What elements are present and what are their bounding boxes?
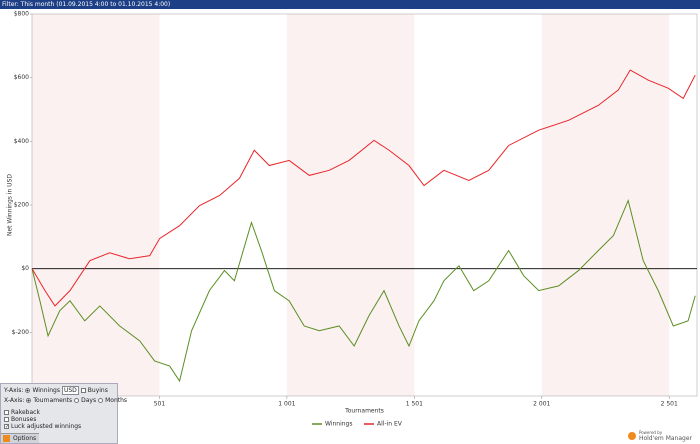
checkbox[interactable]	[80, 388, 86, 393]
rakeback-row: Rakeback	[4, 409, 40, 416]
y-tick-label: $400	[14, 138, 29, 145]
bonuses-row: Bonuses	[4, 416, 36, 423]
band	[32, 14, 160, 396]
filter-bar: Filter: This month (01.09.2015 4:00 to 0…	[0, 0, 700, 9]
powered: Powered by	[638, 430, 663, 435]
y-tick-label: $200	[14, 202, 29, 209]
radio[interactable]	[74, 398, 80, 403]
y-axis-label: Net Winnings in USD	[7, 174, 14, 236]
label: Luck adjusted winnings	[11, 423, 82, 430]
options-button[interactable]: Options	[1, 433, 40, 443]
label: Y-Axis:	[4, 387, 24, 394]
checkbox[interactable]	[4, 417, 9, 422]
product: Hold'em Manager	[638, 435, 692, 442]
label: X-Axis:	[4, 397, 25, 404]
label: Bonuses	[11, 416, 37, 423]
chart: $-200 $0 $200 $400 $600 $800 501 1 001 1 501 2 00…	[7, 11, 698, 428]
label: Tournaments	[33, 397, 73, 404]
luck-row: ✓ Luck adjusted winnings	[4, 423, 81, 430]
legend-label: All-in EV	[377, 421, 403, 428]
x-axis-row: X-Axis: Tournaments Days Months	[4, 397, 127, 404]
x-tick-label: 2 501	[661, 401, 678, 408]
y-tick-label: $800	[14, 11, 29, 18]
label: Rakeback	[11, 409, 40, 416]
label: Months	[105, 397, 128, 404]
series-line	[31, 198, 696, 383]
y-tick-label: $600	[14, 74, 29, 81]
checkbox[interactable]: ✓	[4, 424, 10, 430]
options-panel: Y-Axis: Winnings USD Buyins X-Axis: Tour…	[0, 383, 127, 444]
y-axis-row: Y-Axis: Winnings USD Buyins	[4, 386, 108, 395]
label: Days	[81, 397, 97, 404]
checkbox[interactable]	[4, 410, 9, 415]
x-tick-label: 2 001	[533, 401, 550, 408]
currency-select[interactable]: USD	[61, 386, 79, 395]
x-tick-label: 501	[154, 401, 166, 408]
radio[interactable]	[25, 388, 31, 393]
band	[286, 14, 415, 396]
label: Winnings	[32, 387, 60, 394]
legend-label: Winnings	[325, 421, 352, 428]
x-tick-label: 1 001	[278, 401, 295, 408]
series-line	[31, 69, 696, 307]
y-tick-label: $0	[21, 265, 29, 272]
radio[interactable]	[98, 398, 104, 403]
y-tick-label: $-200	[12, 329, 30, 336]
logo	[627, 432, 636, 440]
band	[541, 14, 670, 396]
radio[interactable]	[26, 398, 32, 403]
branding: Powered by Hold'em Manager	[627, 430, 692, 442]
x-axis-label: Tournaments	[344, 408, 384, 415]
x-tick-label: 1 501	[406, 401, 423, 408]
label: Buyins	[87, 387, 108, 394]
brand-text: Powered by Hold'em Manager	[639, 430, 692, 442]
